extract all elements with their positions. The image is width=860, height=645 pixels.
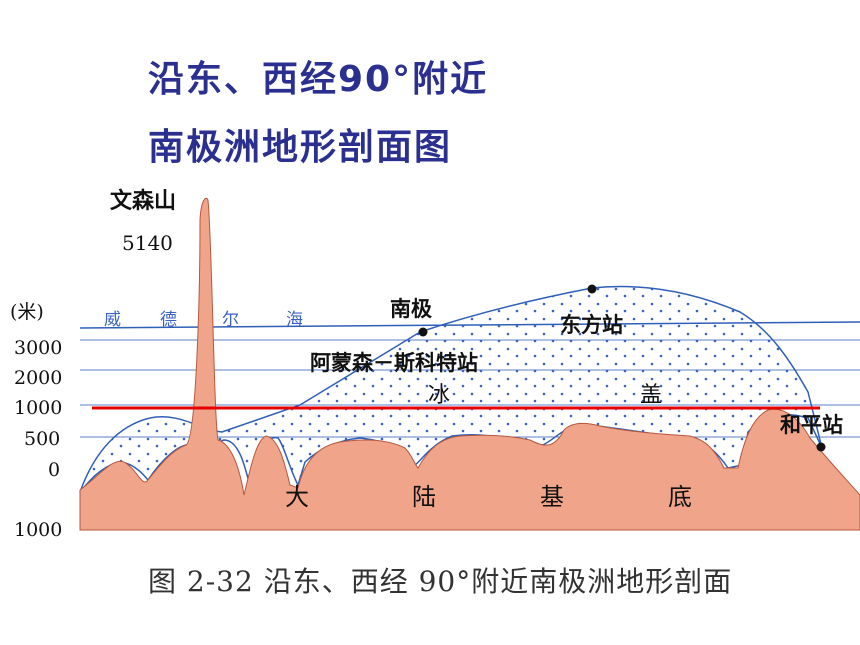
sea-char-4: 海 — [286, 310, 303, 330]
sea-char-2: 德 — [160, 310, 177, 330]
south-pole-label: 南极 — [390, 296, 433, 321]
title-line-2: 南极洲地形剖面图 — [148, 127, 453, 168]
axis-tick-0: 0 — [48, 459, 60, 481]
amundsen-scott-label: 阿蒙森－斯科特站 — [310, 350, 478, 375]
mirny-point — [816, 442, 826, 452]
bedrock-char-3: 基 — [540, 483, 564, 511]
bedrock — [79, 197, 860, 531]
vostok-label: 东方站 — [560, 312, 623, 337]
axis-tick-3000: 3000 — [14, 337, 62, 359]
bedrock-char-1: 大 — [285, 483, 309, 511]
peak-name-label: 文森山 — [110, 188, 176, 214]
ice-cap-char-1: 冰 — [428, 383, 450, 408]
title-line-1: 沿东、西经90°附近 — [148, 59, 489, 100]
peak-height-label: 5140 — [122, 231, 173, 255]
bedrock-char-2: 陆 — [412, 483, 436, 511]
axis-tick-2000: 2000 — [14, 367, 62, 389]
axis-unit: (米) — [10, 301, 44, 323]
axis-tick-1000: 1000 — [14, 397, 62, 419]
sea-char-1: 威 — [104, 310, 121, 330]
axis-tick-500: 500 — [24, 428, 60, 450]
ice-cap-char-2: 盖 — [640, 383, 662, 408]
axis-tick-neg-1000: 1000 — [14, 519, 62, 541]
figure-caption: 图 2-32 沿东、西经 90°附近南极洲地形剖面 — [148, 565, 733, 598]
mirny-label: 和平站 — [780, 412, 843, 437]
sea-char-3: 尔 — [222, 310, 239, 330]
south-pole-point — [418, 327, 428, 337]
vostok-point — [587, 284, 597, 294]
bedrock-char-4: 底 — [668, 483, 692, 511]
